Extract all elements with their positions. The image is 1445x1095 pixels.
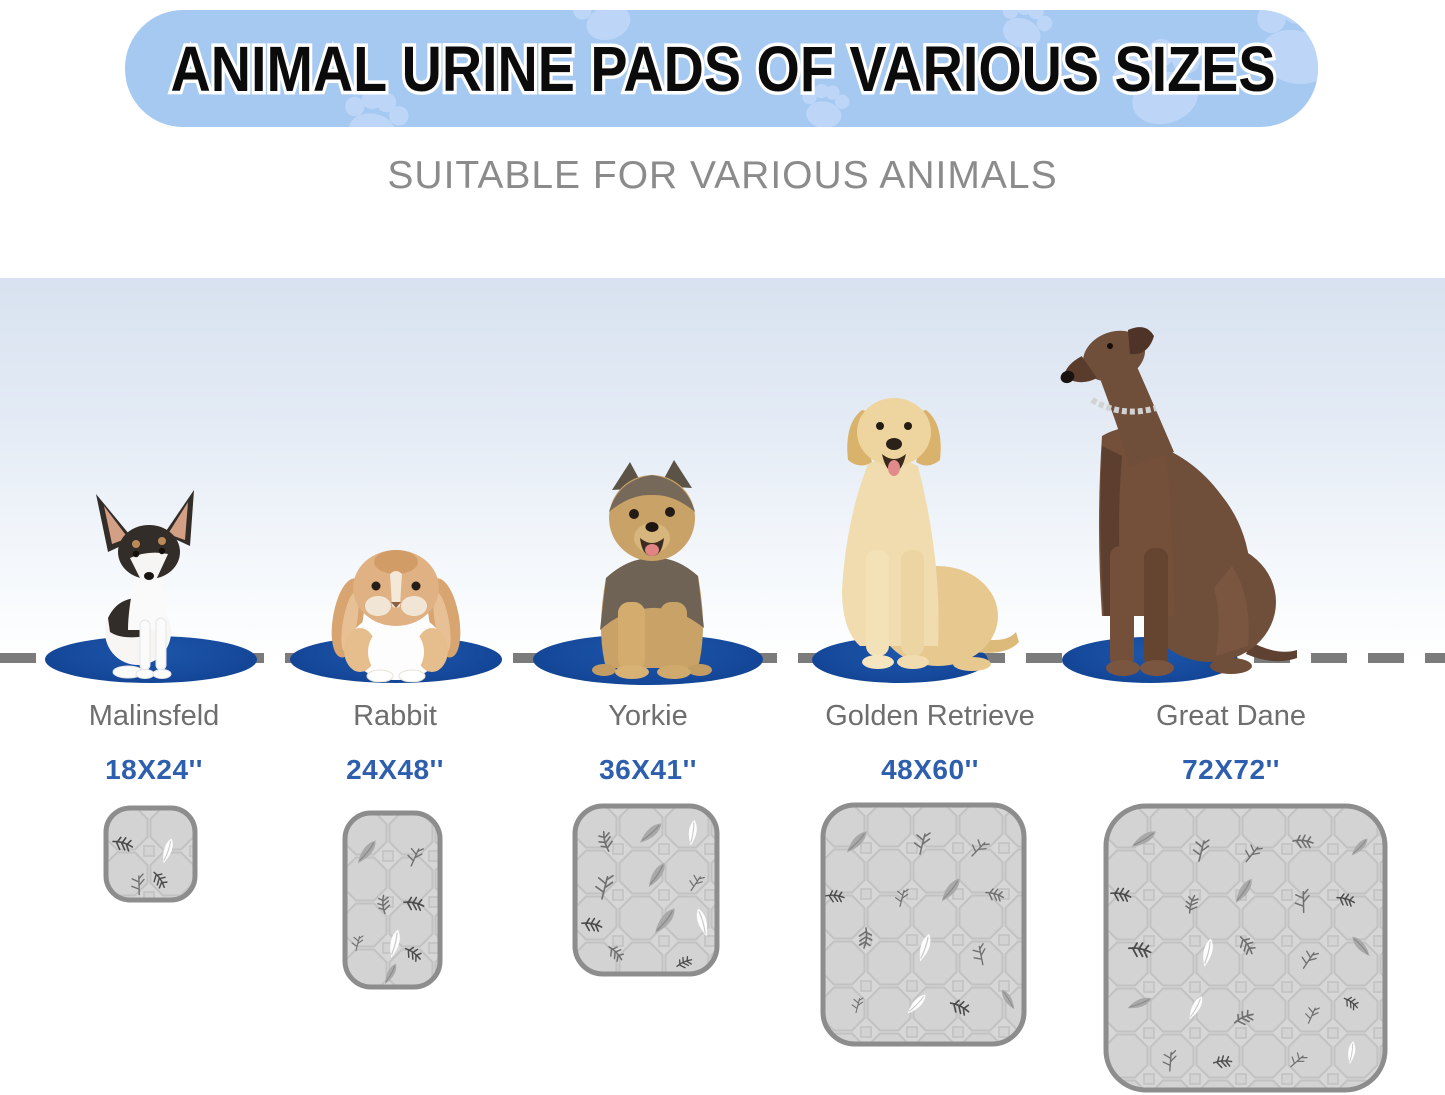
pad-image-18x24 [103,805,198,903]
pad-image-36x41 [572,803,720,977]
pad-size-yorkie: 36X41'' [599,754,697,785]
yorkie-photo [592,460,712,679]
banner-title: ANIMAL URINE PADS OF VARIOUS SIZES [171,33,1276,105]
animal-name-golden: Golden Retrieve [825,700,1035,732]
pad-image-24x48 [342,810,443,990]
malinsfeld-dog-photo [96,490,194,679]
title-banner: ANIMAL URINE PADS OF VARIOUS SIZES [125,10,1318,127]
yorkie-artwork [592,460,712,679]
rabbit-photo [331,550,461,682]
animal-name-yorkie: Yorkie [608,700,688,732]
golden-retriever-photo [842,398,1019,671]
animal-name-rabbit: Rabbit [353,700,437,732]
pad-image-72x72 [1103,803,1388,1093]
subtitle: SUITABLE FOR VARIOUS ANIMALS [387,154,1058,197]
pad-image-48x60 [820,802,1027,1047]
animal-name-great-dane: Great Dane [1156,700,1306,732]
great-dane-photo [1060,327,1297,676]
banner-graphic: ANIMAL URINE PADS OF VARIOUS SIZES [167,10,1318,127]
animal-name-malinsfeld: Malinsfeld [88,700,220,732]
rabbit-artwork [331,550,461,682]
pad-size-rabbit: 24X48'' [346,754,444,785]
malinsfeld-artwork [96,490,194,679]
pad-size-great-dane: 72X72'' [1182,754,1280,785]
golden-retriever-artwork [842,398,1019,671]
chain-collar [1090,397,1157,415]
pad-size-malinsfeld: 18X24'' [105,754,203,785]
pad-size-golden: 48X60'' [881,754,979,785]
great-dane-artwork [1060,327,1297,676]
